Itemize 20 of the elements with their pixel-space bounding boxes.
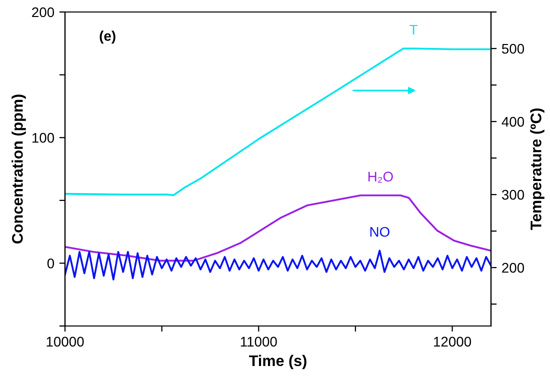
series-label: T xyxy=(410,24,418,35)
y-axis-title: Concentration (ppm) xyxy=(12,94,26,244)
line-series xyxy=(65,48,491,196)
y-tick-label: 100 xyxy=(32,132,54,143)
y2-tick-label: 500 xyxy=(502,44,524,54)
annotation: (e) xyxy=(100,30,116,44)
x-tick-label: 12000 xyxy=(434,336,472,347)
x-tick-label: 10000 xyxy=(46,336,84,347)
series-label: H₂O xyxy=(368,172,393,183)
x-tick-label: 11000 xyxy=(240,336,277,347)
y-tick-label: 0 xyxy=(47,258,54,268)
series-label: NO xyxy=(370,226,390,237)
line-series xyxy=(65,194,491,262)
y2-tick-label: 200 xyxy=(502,262,524,273)
y2-tick-label: 300 xyxy=(502,190,524,200)
y-tick-label: 200 xyxy=(32,7,54,18)
x-axis-title: Time (s) xyxy=(249,354,306,370)
y2-axis-title: Temperature (ºC) xyxy=(530,108,544,230)
line-series xyxy=(65,250,491,280)
y2-tick-label: 400 xyxy=(502,116,524,127)
